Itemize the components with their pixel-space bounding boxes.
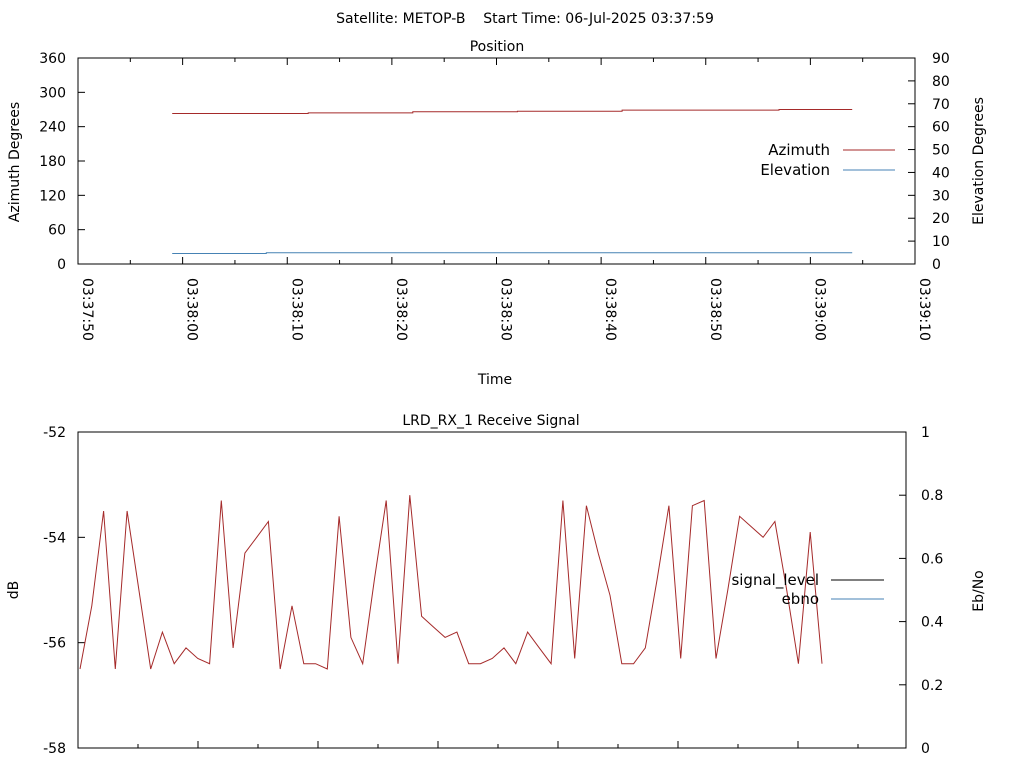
- legend-label: Elevation: [760, 161, 830, 179]
- x-tick-label: 03:38:20: [393, 278, 409, 341]
- y-tick-label: 0: [57, 257, 66, 273]
- y2-tick-label: 70: [932, 97, 950, 113]
- signal-y2-axis-label: Eb/No: [971, 570, 987, 612]
- position-y-axis-label: Azimuth Degrees: [7, 102, 23, 222]
- y-tick-label: 180: [39, 154, 66, 170]
- y2-tick-label: 40: [932, 165, 950, 181]
- x-tick-label: 03:38:00: [184, 278, 200, 341]
- position-y2-axis: 0 10 20 30 40 50 60 70 80 90: [908, 51, 950, 273]
- signal-series: [79, 495, 823, 670]
- signal-chart: LRD_RX_1 Receive Signal -52 -54 -56 -58 0 0.…: [6, 413, 987, 757]
- x-tick-label: 03:38:40: [602, 278, 618, 341]
- position-series: [172, 109, 853, 254]
- y-tick-label: -58: [43, 741, 66, 757]
- position-x-axis: 03:37:50 03:38:00 03:38:10 03:38:20 03:38:30…: [77, 58, 932, 341]
- y2-tick-label: 0.8: [921, 488, 943, 504]
- signal-x-axis: [137, 741, 859, 748]
- y-tick-label: -56: [43, 636, 66, 652]
- signal-plot-frame: [77, 431, 907, 749]
- legend-label: Azimuth: [768, 141, 830, 159]
- y-tick-label: -52: [43, 425, 66, 441]
- x-tick-label: 03:38:30: [498, 278, 514, 341]
- y2-tick-label: 60: [932, 120, 950, 136]
- y-tick-label: 240: [39, 120, 66, 136]
- position-x-axis-label: Time: [477, 372, 512, 388]
- signal-y-axis: -52 -54 -56 -58: [43, 425, 85, 757]
- legend-label: ebno: [782, 590, 819, 608]
- legend-label: signal_level: [731, 571, 819, 590]
- position-y2-axis-label: Elevation Degrees: [971, 97, 987, 225]
- elevation-line: [172, 252, 853, 254]
- y2-tick-label: 0: [932, 257, 941, 273]
- x-tick-label: 03:39:00: [811, 278, 827, 341]
- x-tick-label: 03:37:50: [79, 278, 95, 341]
- signal-y2-axis: 0 0.2 0.4 0.6 0.8 1: [899, 425, 943, 757]
- y2-tick-label: 0.6: [921, 551, 943, 567]
- position-legend: Azimuth Elevation: [760, 141, 895, 179]
- y2-tick-label: 20: [932, 211, 950, 227]
- y2-tick-label: 0.2: [921, 678, 943, 694]
- y2-tick-label: 50: [932, 143, 950, 159]
- y2-tick-label: 0: [921, 741, 930, 757]
- signal_level-line: [79, 495, 823, 670]
- y2-tick-label: 0.4: [921, 615, 943, 631]
- x-tick-label: 03:38:50: [707, 278, 723, 341]
- y2-tick-label: 80: [932, 74, 950, 90]
- position-chart-title: Position: [470, 39, 525, 55]
- x-tick-label: 03:39:10: [916, 278, 932, 341]
- y-tick-label: -54: [43, 530, 66, 546]
- y2-tick-label: 1: [921, 425, 930, 441]
- position-chart: Position 0 60 120 180 240 300 360 0 10 20 30 40 50 6…: [7, 39, 987, 388]
- x-tick-label: 03:38:10: [288, 278, 304, 341]
- signal-y-axis-label: dB: [6, 581, 22, 600]
- header-title: Satellite: METOP-B Start Time: 06-Jul-20…: [336, 11, 714, 27]
- y-tick-label: 300: [39, 85, 66, 101]
- position-y-axis: 0 60 120 180 240 300 360: [39, 51, 85, 273]
- y-tick-label: 120: [39, 188, 66, 204]
- y2-tick-label: 90: [932, 51, 950, 67]
- azimuth-line: [172, 109, 853, 114]
- y-tick-label: 60: [48, 223, 66, 239]
- y2-tick-label: 10: [932, 234, 950, 250]
- signal-chart-title: LRD_RX_1 Receive Signal: [402, 413, 579, 429]
- y2-tick-label: 30: [932, 188, 950, 204]
- y-tick-label: 360: [39, 51, 66, 67]
